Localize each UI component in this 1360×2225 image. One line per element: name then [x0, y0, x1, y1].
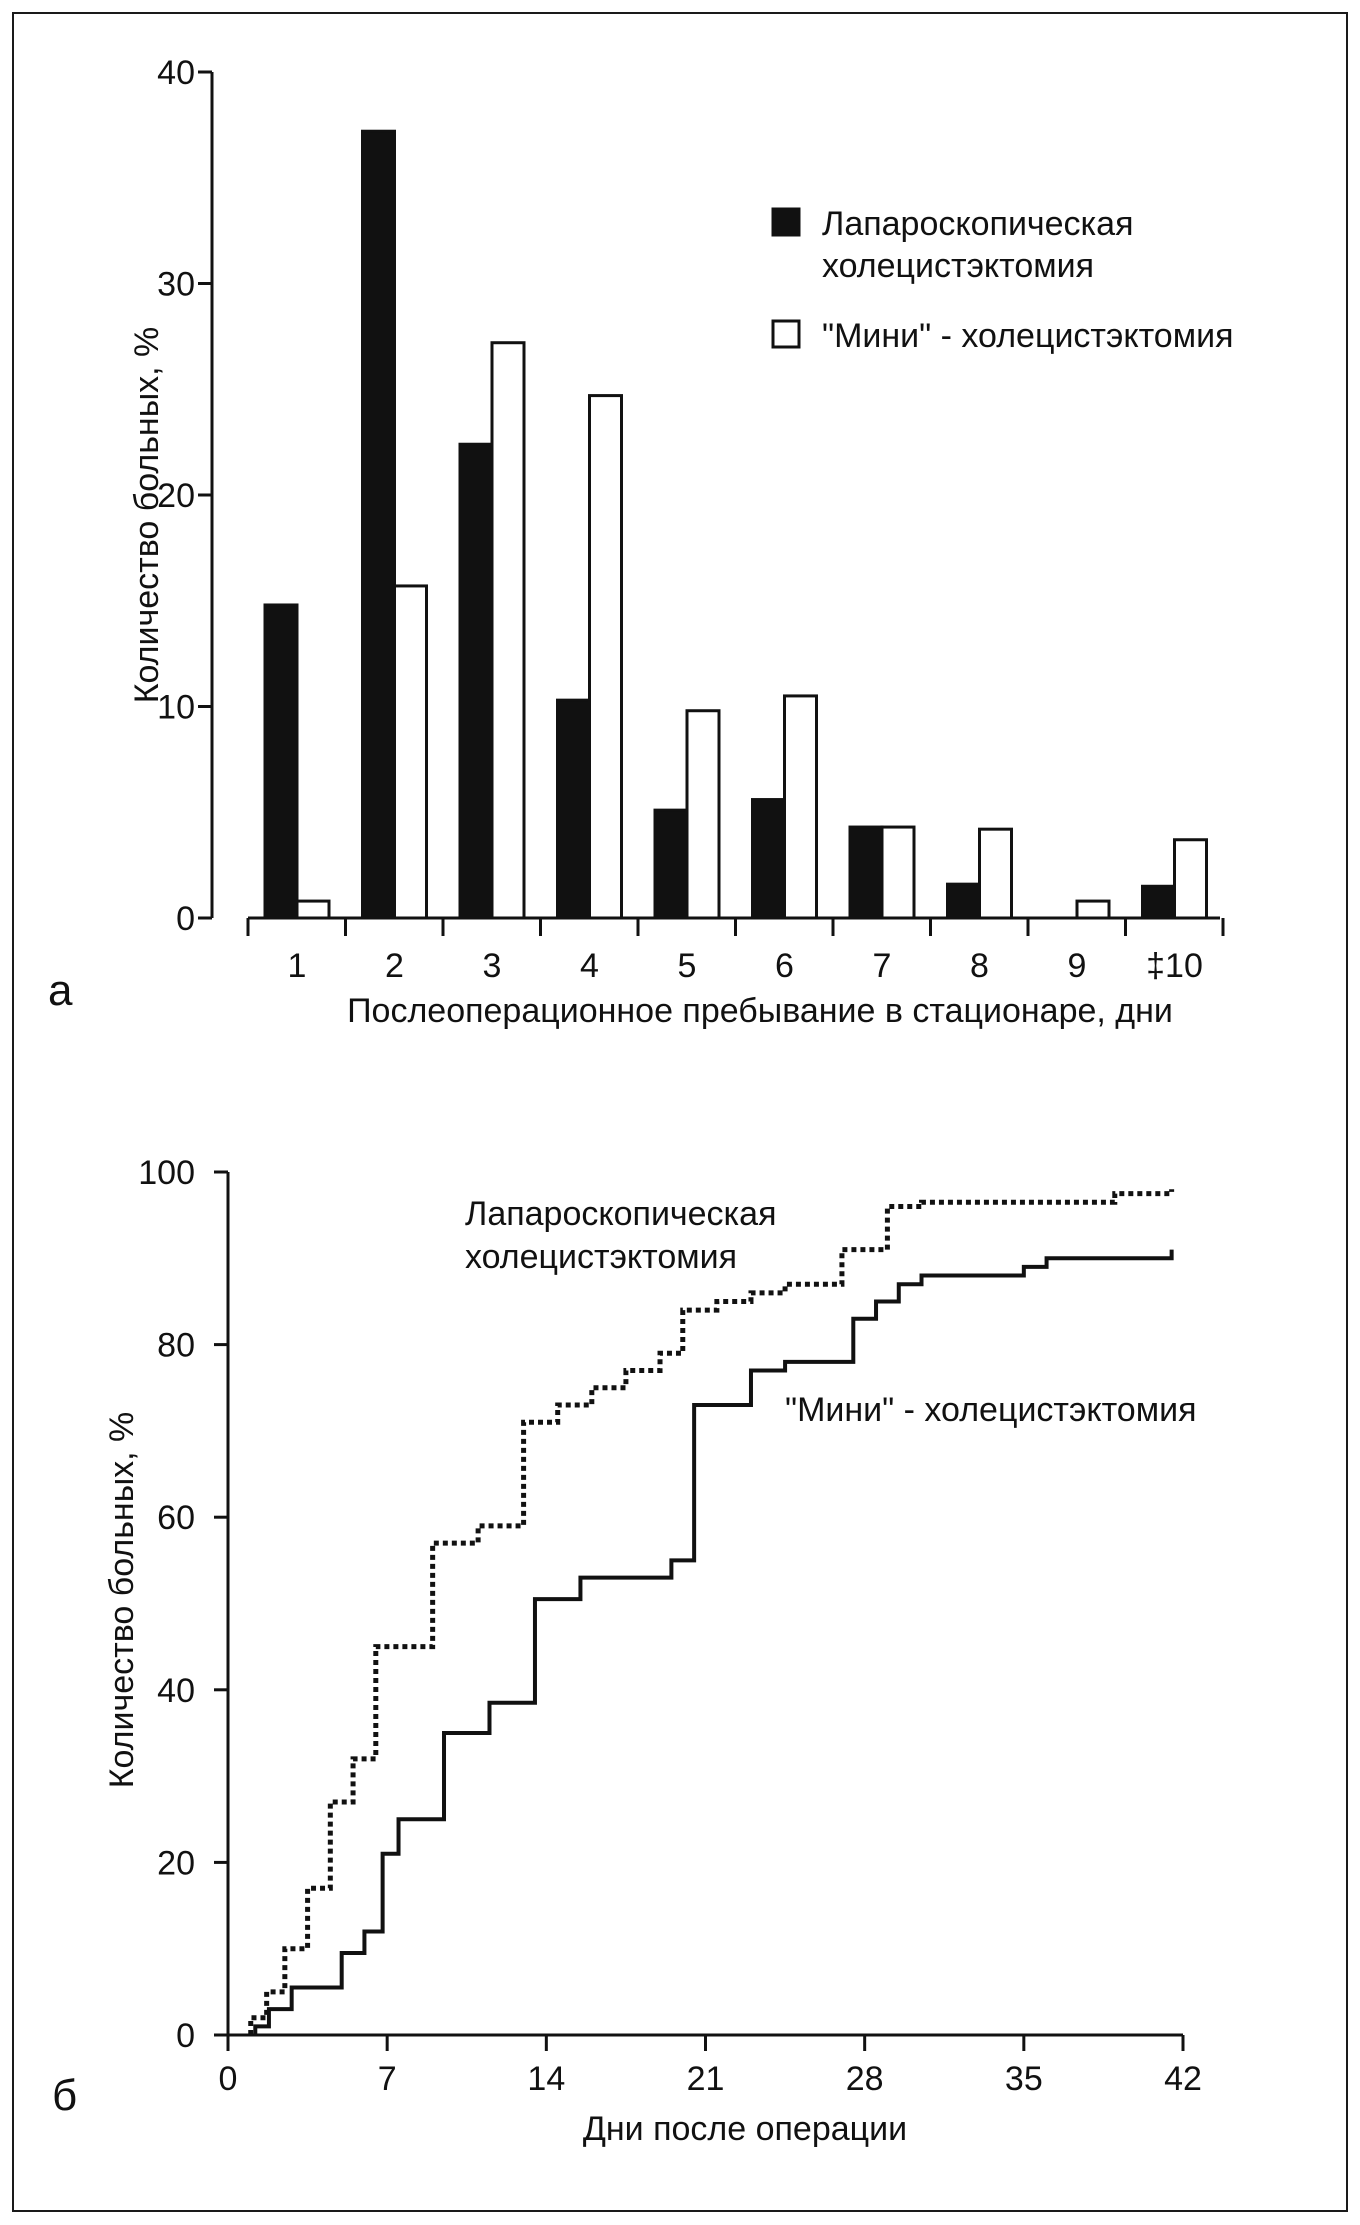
x-tick-label: 2: [385, 947, 404, 985]
bar-laparoscopic: [361, 129, 396, 920]
bar-mini: [880, 825, 916, 920]
bar-chart-panel: а Количество больных, % Послеоперационно…: [48, 54, 1234, 1030]
x-tick-label: 35: [1005, 2060, 1043, 2098]
step-line-laparoscopic: [248, 1189, 1175, 2035]
bar-mini: [783, 694, 818, 920]
legend-swatch-mini: [771, 319, 801, 349]
x-tick-label: 4: [580, 947, 599, 985]
bar-laparoscopic: [1141, 884, 1176, 920]
legend-label-laparoscopic-line1: Лапароскопическая: [822, 205, 1134, 243]
y-tick-label: 20: [157, 477, 195, 515]
x-tick-label: 1: [288, 947, 307, 985]
x-tick-label: 9: [1068, 947, 1087, 985]
y-tick-label: 0: [176, 900, 195, 938]
panel-label-a: а: [48, 966, 73, 1015]
y-tick-label: 10: [157, 689, 195, 727]
step-line-mini: [253, 1249, 1174, 2035]
step-chart-panel: б Количество больных, % Дни после операц…: [52, 1154, 1202, 2148]
bar-mini: [393, 584, 428, 920]
x-tick-label: 7: [873, 947, 892, 985]
bar-laparoscopic: [263, 603, 299, 920]
panel-label-b: б: [52, 2071, 77, 2120]
x-tick-label: 28: [846, 2060, 884, 2098]
x-tick-label: 21: [687, 2060, 725, 2098]
bar-chart-bars: [263, 129, 1208, 920]
x-tick-label: 0: [219, 2060, 238, 2098]
bar-chart-xlabel: Послеоперационное пребывание в стационар…: [347, 992, 1173, 1030]
y-tick-label: 60: [157, 1499, 195, 1537]
bar-chart-ylabel: Количество больных, %: [128, 327, 166, 704]
step-chart-ylabel: Количество больных, %: [103, 1412, 141, 1789]
x-tick-label: 6: [775, 947, 794, 985]
bar-laparoscopic: [653, 808, 689, 920]
x-tick-label: 3: [483, 947, 502, 985]
x-tick-label: ‡10: [1146, 947, 1203, 985]
y-tick-label: 80: [157, 1327, 195, 1365]
step-chart-ticks: 0 20 40 60 80 100 0 7 14 21 28 35 42: [138, 1154, 1202, 2098]
figure-frame: [12, 12, 1348, 2212]
bar-mini: [1075, 899, 1111, 920]
bar-mini: [490, 341, 526, 920]
bar-chart-legend: Лапароскопическая холецистэктомия "Мини"…: [771, 205, 1234, 355]
x-tick-label: 14: [527, 2060, 565, 2098]
bar-mini: [685, 709, 721, 920]
y-tick-label: 30: [157, 266, 195, 304]
x-tick-label: 42: [1164, 2060, 1202, 2098]
y-tick-label: 0: [176, 2017, 195, 2055]
step-chart-xlabel: Дни после операции: [583, 2110, 907, 2148]
bar-laparoscopic: [556, 698, 591, 920]
bar-mini: [1173, 838, 1208, 920]
bar-laparoscopic: [946, 882, 981, 920]
series-label-laparoscopic-line2: холецистэктомия: [465, 1238, 737, 1276]
bar-laparoscopic: [848, 825, 884, 920]
y-tick-label: 40: [157, 1672, 195, 1710]
y-tick-label: 20: [157, 1844, 195, 1882]
bar-laparoscopic: [458, 442, 494, 920]
series-label-mini: "Мини" - холецистэктомия: [785, 1391, 1197, 1429]
legend-label-laparoscopic-line2: холецистэктомия: [822, 247, 1094, 285]
bar-mini: [295, 899, 331, 920]
x-tick-label: 8: [970, 947, 989, 985]
step-chart-axes: [226, 1172, 1183, 2037]
bar-mini: [978, 827, 1013, 920]
bar-laparoscopic: [751, 798, 786, 920]
series-label-laparoscopic-line1: Лапароскопическая: [465, 1195, 777, 1233]
legend-swatch-laparoscopic: [771, 207, 801, 237]
x-tick-label: 5: [678, 947, 697, 985]
step-chart-lines: [248, 1189, 1175, 2035]
bar-chart-ticks: 0 10 20 30 40 1 2 3 4 5 6 7 8 9 ‡10: [157, 54, 1225, 985]
y-tick-label: 40: [157, 54, 195, 92]
step-chart-series-labels: Лапароскопическая холецистэктомия "Мини"…: [465, 1195, 1197, 1429]
y-tick-label: 100: [138, 1154, 195, 1192]
bar-mini: [588, 394, 623, 920]
legend-label-mini: "Мини" - холецистэктомия: [822, 317, 1234, 355]
x-tick-label: 7: [378, 2060, 397, 2098]
